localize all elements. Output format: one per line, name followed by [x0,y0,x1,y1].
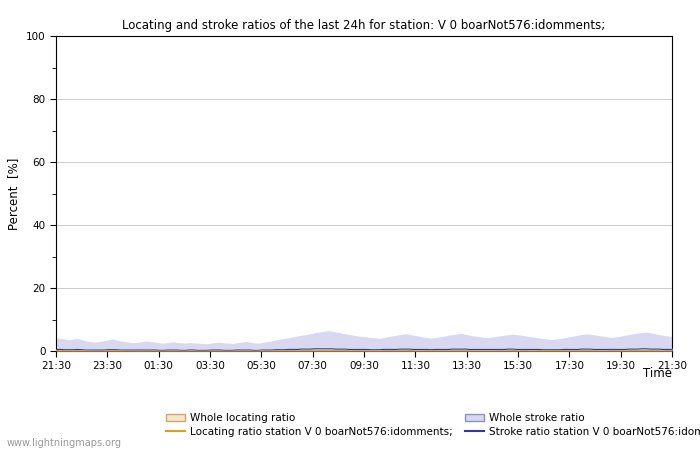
Y-axis label: Percent  [%]: Percent [%] [8,158,20,230]
Text: www.lightningmaps.org: www.lightningmaps.org [7,438,122,448]
Text: Time: Time [643,367,672,380]
Title: Locating and stroke ratios of the last 24h for station: V 0 boarNot576:idomments: Locating and stroke ratios of the last 2… [122,19,605,32]
Legend: Whole locating ratio, Locating ratio station V 0 boarNot576:idomments;, Whole st: Whole locating ratio, Locating ratio sta… [166,413,700,437]
